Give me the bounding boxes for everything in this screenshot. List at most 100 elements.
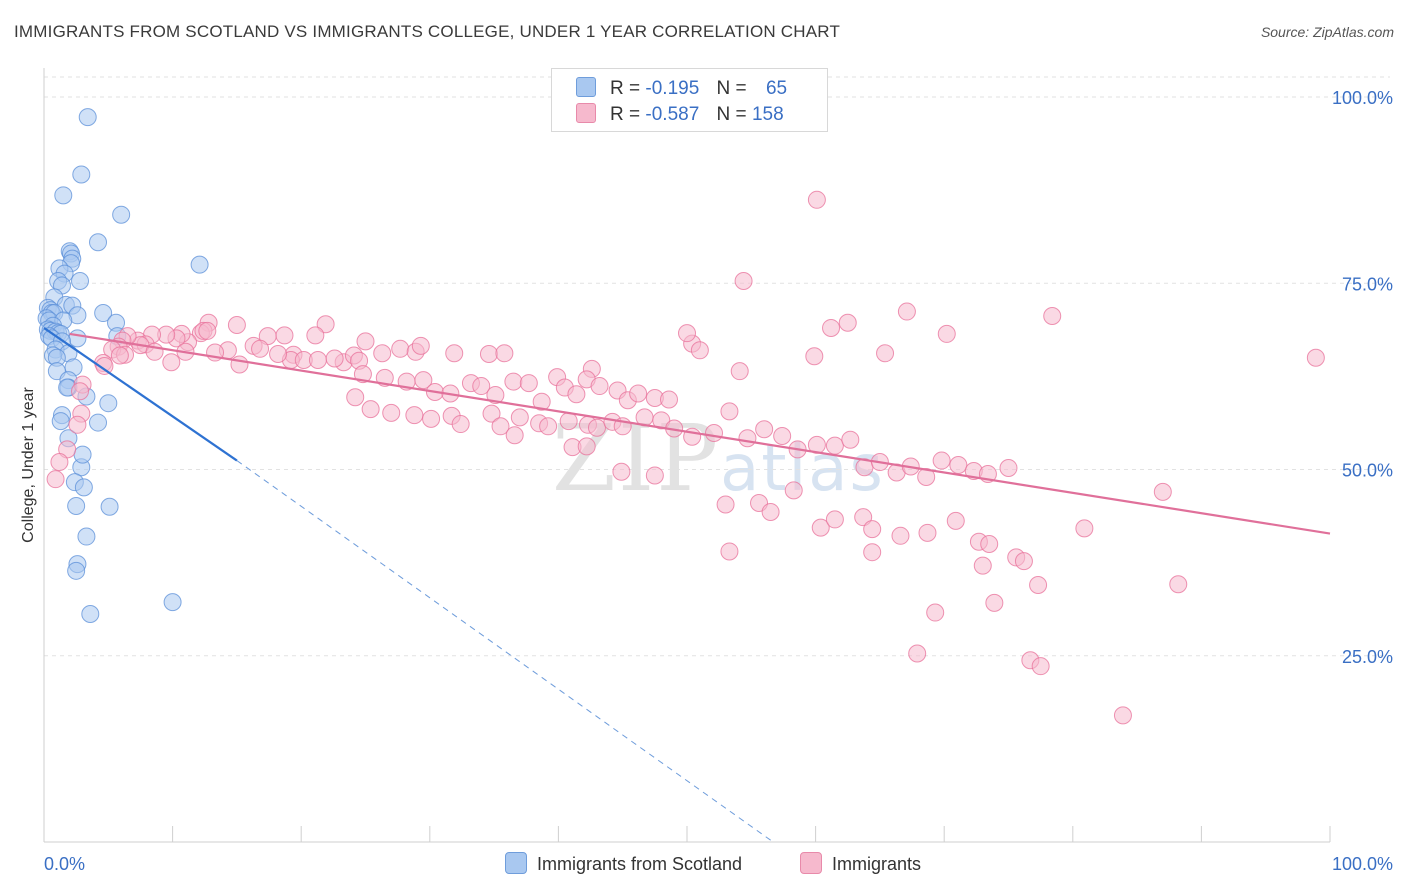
immigrants-point (491, 417, 510, 436)
immigrants-point (784, 481, 803, 500)
immigrants-point (587, 418, 606, 437)
immigrants-point (659, 390, 678, 409)
trend-line-scotland (43, 327, 238, 462)
immigrants-point (897, 302, 916, 321)
y-tick-label: 75.0% (1342, 274, 1393, 294)
scotland-point (100, 497, 119, 516)
legend-row-immigrants: R = -0.587 N = 158 (576, 103, 784, 127)
immigrants-point (411, 336, 430, 355)
legend-n-label: N = (716, 104, 747, 125)
scotland-point (71, 272, 90, 291)
legend-n-value: 65 (765, 78, 788, 99)
immigrants-point (645, 466, 664, 485)
immigrants-point (854, 508, 873, 527)
scotland-point (163, 593, 182, 612)
source-label: Source: ZipAtlas.com (1260, 24, 1394, 40)
immigrants-point (838, 313, 857, 332)
legend-r-value: -0.195 (645, 78, 700, 99)
trend-lines (43, 327, 1331, 843)
scotland-point (99, 394, 118, 413)
immigrants-point (825, 510, 844, 529)
immigrants-point (863, 543, 882, 562)
immigrants-point (306, 326, 325, 345)
immigrants-point (980, 535, 999, 553)
immigrants-point (805, 347, 824, 366)
immigrants-point (1075, 519, 1094, 538)
scotland-point (72, 165, 91, 184)
immigrants-point (734, 272, 753, 291)
scotland-point (74, 478, 93, 497)
scotland-point (94, 304, 113, 323)
bottom-legend-label-scotland: Immigrants from Scotland (537, 854, 743, 874)
legend-row-scotland: R = -0.195 N = 65 (576, 77, 787, 101)
immigrants-point (361, 400, 380, 419)
immigrants-point (451, 415, 470, 434)
immigrants-point (95, 356, 114, 375)
immigrants-point (445, 344, 464, 363)
immigrants-point (908, 644, 927, 663)
chart-title: IMMIGRANTS FROM SCOTLAND VS IMMIGRANTS C… (14, 22, 841, 41)
scotland-point (81, 605, 100, 624)
y-tick-label: 25.0% (1342, 647, 1393, 667)
immigrants-point (807, 190, 826, 209)
immigrants-point (230, 355, 249, 374)
scotland-point (89, 233, 108, 252)
trend-line-immigrants (69, 332, 1331, 535)
immigrants-point (391, 339, 410, 358)
immigrants-point (68, 415, 87, 434)
immigrants-point (738, 429, 757, 448)
immigrants-point (720, 402, 739, 421)
immigrants-point (486, 386, 505, 404)
y-tick-label: 50.0% (1342, 461, 1393, 481)
trend-line-scotland-extrapolated (236, 460, 774, 843)
immigrants-point (162, 353, 181, 372)
immigrants-point (716, 495, 735, 514)
immigrants-point (1169, 575, 1188, 594)
x-tick-label: 0.0% (44, 854, 85, 874)
scotland-point (73, 445, 92, 464)
immigrants-point (926, 603, 945, 622)
immigrants-point (999, 459, 1018, 478)
immigrants-point (50, 453, 69, 472)
legend-n-value: 158 (751, 104, 784, 125)
scotland-point (77, 527, 96, 546)
immigrants-point (532, 392, 551, 411)
immigrants-point (1031, 657, 1050, 676)
bottom-legend-scotland: Immigrants from Scotland (505, 852, 742, 875)
scotland-point (67, 497, 86, 516)
immigrants-point (1029, 575, 1048, 594)
series-scotland-points (37, 108, 209, 624)
immigrants-point (353, 365, 372, 384)
bottom-legend-swatch-scotland (505, 852, 527, 874)
immigrants-point (539, 417, 558, 436)
immigrants-point (325, 349, 344, 368)
immigrants-point (316, 315, 335, 334)
immigrants-point (761, 502, 780, 521)
immigrants-point (519, 374, 538, 393)
immigrants-point (346, 388, 365, 407)
immigrants-point (1153, 482, 1172, 501)
correlation-legend: R = -0.195 N = 65 R = -0.587 N = 158 (551, 68, 828, 132)
immigrants-point (863, 520, 882, 539)
immigrants-point (495, 344, 514, 363)
immigrants-point (1043, 307, 1062, 326)
legend-swatch-immigrants (576, 103, 596, 123)
immigrants-point (918, 523, 937, 542)
immigrants-point (678, 324, 696, 343)
axis-labels: 25.0% 50.0% 75.0% 100.0% 0.0% 100.0% College, … (20, 88, 1393, 874)
immigrants-point (891, 526, 910, 545)
immigrants-point (46, 470, 65, 489)
immigrants-point (937, 324, 956, 343)
immigrants-point (422, 409, 441, 428)
immigrants-point (482, 404, 501, 423)
immigrants-point (973, 556, 992, 575)
immigrants-point (479, 345, 498, 364)
immigrants-point (822, 318, 841, 337)
immigrants-point (577, 437, 596, 456)
immigrants-point (414, 371, 433, 390)
immigrants-point (932, 451, 951, 470)
immigrants-point (807, 435, 826, 454)
scotland-point (78, 108, 97, 127)
bottom-legend-immigrants: Immigrants (800, 852, 921, 875)
immigrants-point (1113, 706, 1132, 725)
